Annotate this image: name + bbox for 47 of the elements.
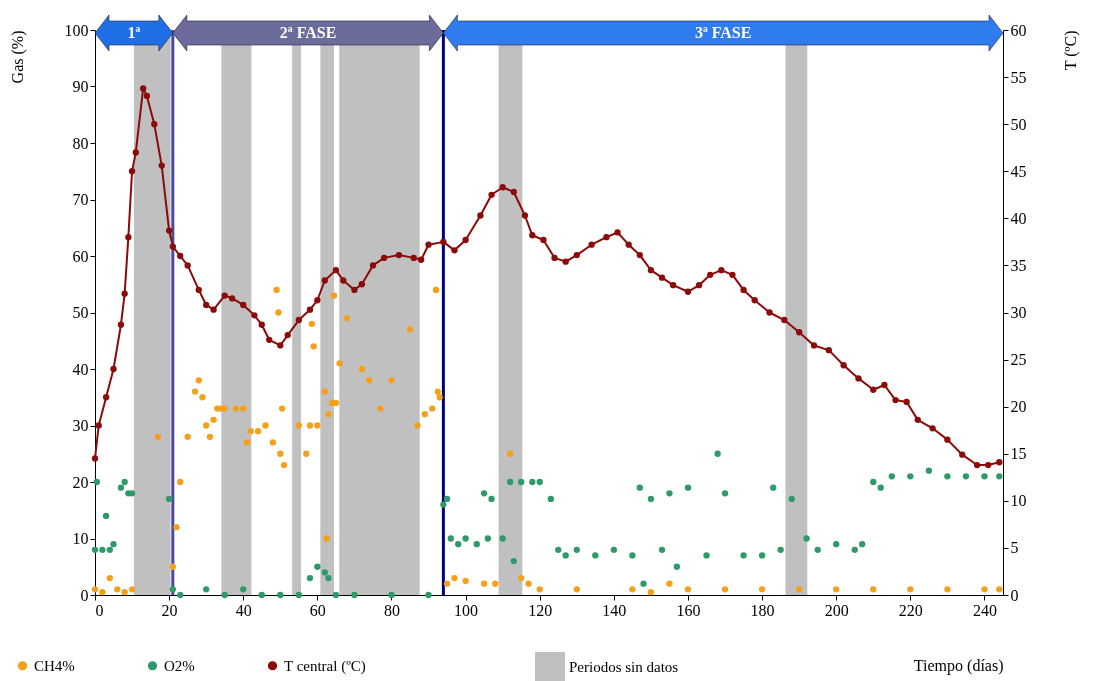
x-tick-label: 240 xyxy=(972,601,997,619)
y-axis-title: Gas (%) xyxy=(8,30,27,84)
legend-label: O2% xyxy=(164,657,195,674)
y-tick-label: 10 xyxy=(72,530,89,547)
y2-tick-label: 40 xyxy=(1010,209,1027,227)
x-tick-label: 40 xyxy=(235,601,252,619)
x-tick-label: 200 xyxy=(824,601,849,619)
annotation: 2ª FASE xyxy=(279,24,337,41)
y2-tick-label: 30 xyxy=(1010,304,1027,321)
y-tick-label: 20 xyxy=(72,473,89,491)
y2-axis-title: T (ºC) xyxy=(1061,30,1080,71)
annotation: 3ª FASE xyxy=(694,24,752,41)
legend-label: Periodos sin datos xyxy=(569,659,679,675)
y-tick-label: 70 xyxy=(72,191,89,208)
y-tick-label: 80 xyxy=(72,134,89,152)
x-axis-title: Tiempo (días) xyxy=(913,656,1004,675)
y2-tick-label: 50 xyxy=(1010,115,1027,133)
y2-tick-label: 10 xyxy=(1010,492,1027,510)
y-tick-label: 0 xyxy=(80,586,89,604)
y2-tick-label: 60 xyxy=(1010,21,1027,39)
legend-label: T central (ºC) xyxy=(284,657,366,675)
y2-tick-label: 45 xyxy=(1010,162,1027,180)
x-tick-label: 80 xyxy=(383,601,400,619)
x-tick-label: 160 xyxy=(676,601,701,619)
y2-tick-label: 35 xyxy=(1010,256,1027,274)
x-tick-label: 140 xyxy=(602,601,627,619)
y2-tick-label: 20 xyxy=(1010,398,1027,416)
y2-tick-label: 5 xyxy=(1010,539,1019,557)
y-tick-label: 50 xyxy=(72,304,89,321)
y2-tick-label: 0 xyxy=(1010,586,1019,604)
x-tick-label: 180 xyxy=(750,601,775,619)
x-tick-label: 100 xyxy=(454,601,479,619)
y-tick-label: 90 xyxy=(72,78,89,95)
y-tick-label: 30 xyxy=(72,417,89,434)
annotation: 1ª xyxy=(127,24,141,41)
x-tick-label: 0 xyxy=(95,601,104,619)
y-tick-label: 40 xyxy=(72,360,89,378)
x-tick-label: 60 xyxy=(309,601,326,619)
y-tick-label: 100 xyxy=(64,21,89,39)
y2-tick-label: 25 xyxy=(1010,351,1027,369)
y2-tick-label: 15 xyxy=(1010,445,1027,463)
legend-label: CH4% xyxy=(34,657,75,674)
x-tick-label: 20 xyxy=(161,601,178,619)
x-tick-label: 220 xyxy=(898,601,923,619)
x-tick-label: 120 xyxy=(528,601,553,619)
y2-tick-label: 55 xyxy=(1010,68,1027,86)
y-tick-label: 60 xyxy=(72,247,89,265)
